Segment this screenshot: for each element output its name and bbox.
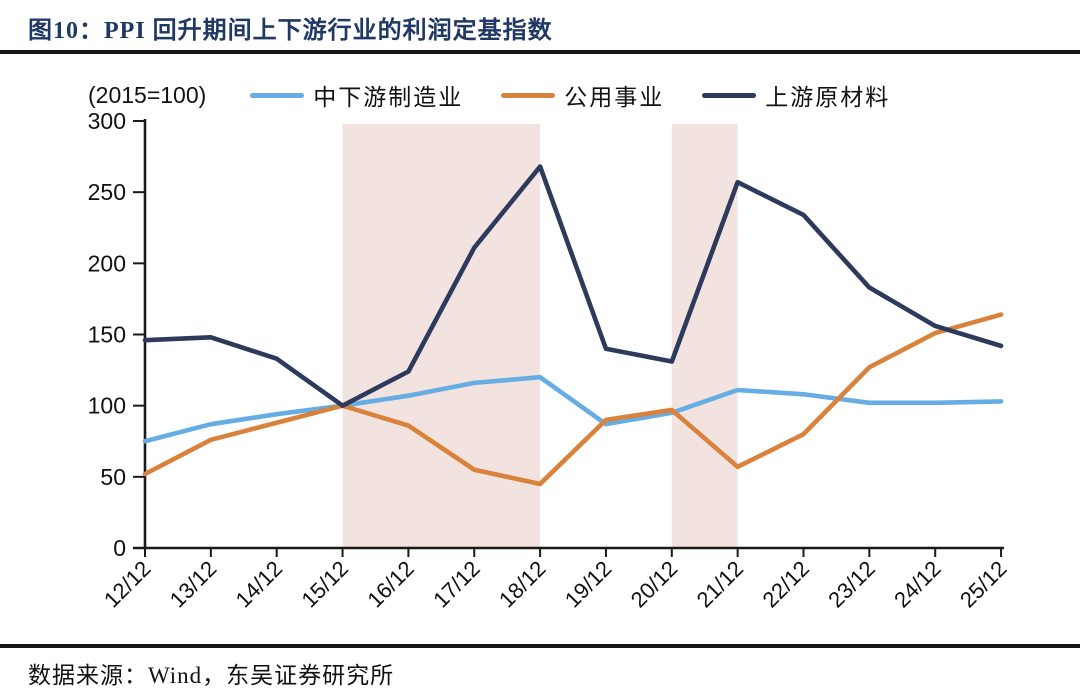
- series-line-0: [142, 374, 1004, 444]
- legend-swatch-icon: [501, 92, 556, 98]
- axis-unit-label: (2015=100): [88, 81, 207, 108]
- legend-label: 上游原材料: [765, 85, 891, 110]
- title-divider: [0, 50, 1080, 54]
- y-tick-label: 100: [88, 393, 126, 419]
- y-tick-label: 250: [88, 179, 126, 205]
- legend-item-1: 公用事业: [501, 78, 664, 112]
- x-tick-label: 19/12: [560, 556, 617, 613]
- legend-item-2: 上游原材料: [702, 78, 890, 112]
- y-tick-label: 0: [113, 535, 126, 561]
- x-tick-label: 18/12: [494, 556, 551, 613]
- chart-legend: (2015=100) 中下游制造业 公用事业 上游原材料: [88, 78, 890, 112]
- x-tick-label: 13/12: [165, 556, 222, 613]
- y-tick-label: 200: [88, 250, 126, 276]
- x-tick-label: 24/12: [889, 556, 946, 613]
- y-tick-label: 50: [100, 464, 126, 490]
- line-chart: 0 50 100 150 200 250 300 12/12 13/12 14/12 15/12 16…: [0, 108, 1080, 644]
- x-tick-label: 21/12: [692, 556, 749, 613]
- y-tick-label: 150: [88, 322, 126, 348]
- legend-swatch-icon: [702, 92, 757, 98]
- data-source: 数据来源：Wind，东吴证券研究所: [28, 663, 395, 688]
- figure-title: 图10：PPI 回升期间上下游行业的利润定基指数: [28, 18, 553, 44]
- footer-divider: [0, 644, 1080, 648]
- x-tick-label: 22/12: [757, 556, 814, 613]
- x-tick-label: 20/12: [626, 556, 683, 613]
- legend-item-0: 中下游制造业: [250, 78, 463, 112]
- shaded-band-0: [342, 124, 541, 548]
- x-tick-label: 15/12: [296, 556, 353, 613]
- legend-label: 公用事业: [564, 85, 665, 110]
- x-tick-label: 25/12: [955, 556, 1012, 613]
- series-line-2: [142, 164, 1004, 408]
- y-tick-label: 300: [88, 108, 126, 134]
- x-tick-label: 16/12: [362, 556, 419, 613]
- chart-canvas: 0 50 100 150 200 250 300 12/12 13/12 14/12 15/12 16…: [88, 108, 1012, 613]
- legend-label: 中下游制造业: [313, 85, 464, 110]
- x-tick-label: 14/12: [231, 556, 288, 613]
- x-tick-label: 12/12: [99, 556, 156, 613]
- x-tick-label: 23/12: [823, 556, 880, 613]
- legend-swatch-icon: [250, 92, 305, 98]
- series-line-1: [142, 312, 1004, 487]
- x-tick-label: 17/12: [428, 556, 485, 613]
